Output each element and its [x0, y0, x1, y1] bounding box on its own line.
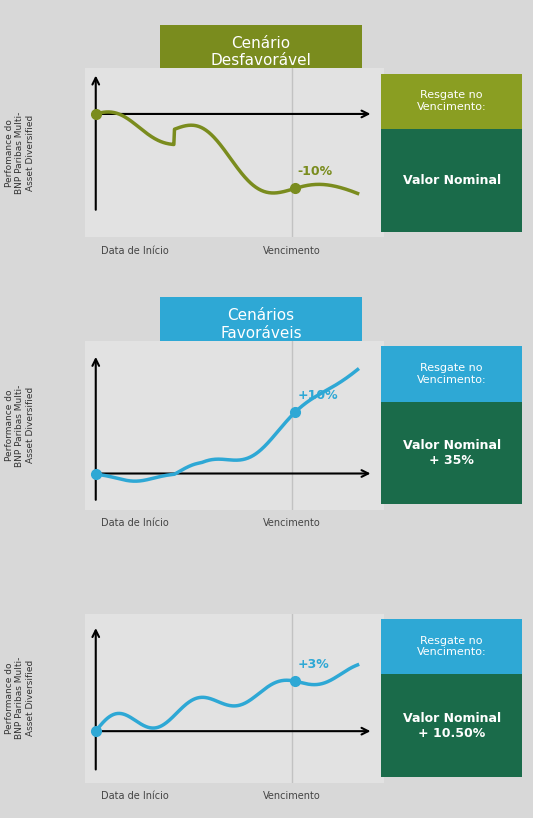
Text: Data de Início: Data de Início: [101, 519, 169, 528]
Text: Resgate no
Vencimento:: Resgate no Vencimento:: [417, 363, 487, 384]
Text: Perfomance do
BNP Paribas Multi-
Asset Diversified: Perfomance do BNP Paribas Multi- Asset D…: [5, 111, 35, 194]
FancyBboxPatch shape: [370, 342, 533, 406]
Text: Cenários
Favoráveis: Cenários Favoráveis: [220, 308, 302, 340]
Text: Resgate no
Vencimento:: Resgate no Vencimento:: [417, 636, 487, 658]
Text: Vencimento: Vencimento: [263, 791, 321, 801]
FancyBboxPatch shape: [370, 393, 533, 513]
FancyBboxPatch shape: [144, 293, 378, 356]
FancyBboxPatch shape: [370, 121, 533, 240]
Text: Valor Nominal: Valor Nominal: [402, 174, 501, 187]
Text: Resgate no
Vencimento:: Resgate no Vencimento:: [417, 91, 487, 112]
Text: +10%: +10%: [298, 389, 338, 402]
FancyBboxPatch shape: [370, 614, 533, 679]
FancyBboxPatch shape: [144, 20, 378, 83]
FancyBboxPatch shape: [370, 70, 533, 133]
Text: Valor Nominal
+ 10.50%: Valor Nominal + 10.50%: [402, 712, 501, 739]
Text: Vencimento: Vencimento: [263, 245, 321, 256]
Text: Performance do
BNP Paribas Multi-
Asset Diversified: Performance do BNP Paribas Multi- Asset …: [5, 657, 35, 739]
Text: +3%: +3%: [298, 658, 329, 671]
FancyBboxPatch shape: [370, 666, 533, 785]
Text: Cenário
Desfavorável: Cenário Desfavorável: [211, 36, 312, 68]
Text: Vencimento: Vencimento: [263, 519, 321, 528]
Text: Valor Nominal
+ 35%: Valor Nominal + 35%: [402, 439, 501, 467]
Text: -10%: -10%: [298, 165, 333, 178]
Text: Data de Início: Data de Início: [101, 245, 169, 256]
Text: Performance do
BNP Paribas Multi-
Asset Diversified: Performance do BNP Paribas Multi- Asset …: [5, 384, 35, 466]
Text: Data de Início: Data de Início: [101, 791, 169, 801]
